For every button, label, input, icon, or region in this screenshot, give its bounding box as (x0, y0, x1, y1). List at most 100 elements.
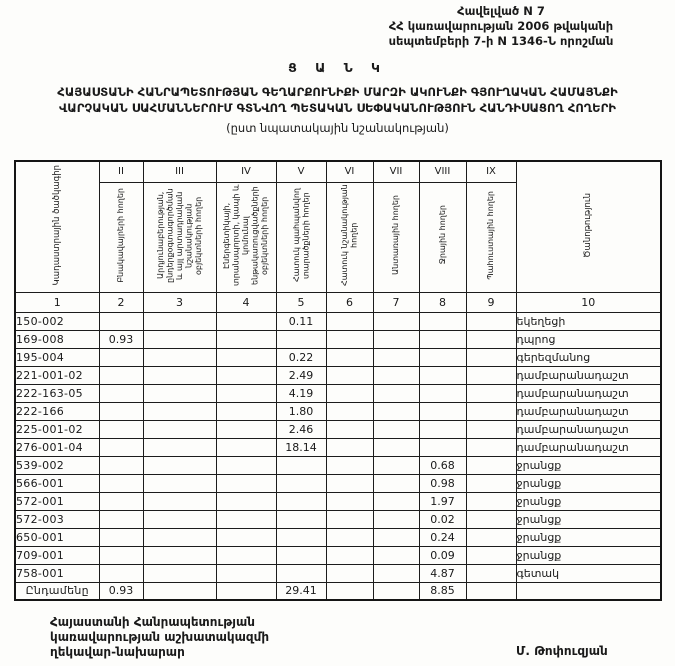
cell-col-8: 4.87 (418, 563, 467, 583)
vertical-label-col-4: Էներգետիկայի, տրանսպորտի, կապի և կոմունա… (222, 184, 270, 286)
column-number-10: 10 (515, 291, 662, 313)
row-note: դամբարանադաշտ (515, 419, 662, 439)
cell-col-4 (215, 491, 277, 511)
row-note: ջրանցք (515, 455, 662, 475)
column-header-remark: Ծանոթություն (515, 160, 662, 293)
footer-office-block: Հայաստանի Հանրապետության կառավարության ա… (50, 615, 269, 660)
cell-col-7 (372, 491, 420, 511)
row-note: ջրանցք (515, 545, 662, 565)
cell-col-8: 8.85 (418, 581, 467, 601)
cell-col-7 (372, 545, 420, 565)
cell-col-5: 1.80 (275, 401, 327, 421)
row-note: ջրանցք (515, 509, 662, 529)
cell-col-8 (418, 419, 467, 439)
cell-col-7 (372, 347, 420, 367)
cell-col-4 (215, 311, 277, 331)
cell-col-5: 0.22 (275, 347, 327, 367)
cell-col-3 (142, 311, 217, 331)
roman-numeral-col-8: VIII (418, 160, 467, 183)
cell-col-5 (275, 329, 327, 349)
row-note: դպրոց (515, 329, 662, 349)
total-label: Ընդամենը (14, 581, 100, 601)
cell-col-9 (465, 419, 517, 439)
cell-col-9 (465, 329, 517, 349)
table-row: 709-001 0.09 ջրանցք (14, 545, 662, 565)
cell-col-2 (98, 509, 144, 529)
cell-col-7 (372, 419, 420, 439)
cell-col-6 (325, 311, 374, 331)
cell-col-7 (372, 527, 420, 547)
row-note: դամբարանադաշտ (515, 401, 662, 421)
vertical-label-col-3: Արդյունաբերության, ընդերքօգտագործման և ա… (155, 187, 203, 283)
cell-col-7 (372, 455, 420, 475)
cell-col-6 (325, 419, 374, 439)
table-row: 572-003 0.02 ջրանցք (14, 509, 662, 529)
cell-col-4 (215, 419, 277, 439)
cell-col-6 (325, 383, 374, 403)
cell-col-7 (372, 563, 420, 583)
column-number-4: 4 (215, 291, 277, 313)
document-title: Ց Ա Ն Կ (288, 60, 387, 75)
cell-col-8: 0.24 (418, 527, 467, 547)
column-number-2: 2 (98, 291, 144, 313)
cell-col-5: 2.49 (275, 365, 327, 385)
roman-numeral-col-7: VII (372, 160, 420, 183)
table-row: 169-008 0.93 դպրոց (14, 329, 662, 349)
cell-col-4 (215, 581, 277, 601)
cell-col-5 (275, 563, 327, 583)
cell-col-4 (215, 509, 277, 529)
cell-col-3 (142, 509, 217, 529)
cell-col-4 (215, 329, 277, 349)
vertical-label-col-2: Բնակավայրերի հողեր (116, 187, 126, 283)
cell-col-2 (98, 311, 144, 331)
column-header-3: Արդյունաբերության, ընդերքօգտագործման և ա… (142, 181, 217, 293)
cell-col-6 (325, 347, 374, 367)
cell-col-5 (275, 455, 327, 475)
row-code: 758-001 (14, 563, 100, 583)
table-row: 195-004 0.22 գերեզմանոց (14, 347, 662, 367)
footer-line-3: ղեկավար-նախարար (50, 645, 185, 659)
vertical-label-col-5: Հատուկ պահպանվող տարածքների հողեր (291, 188, 311, 282)
table-row: 650-001 0.24 ջրանցք (14, 527, 662, 547)
cell-col-2 (98, 383, 144, 403)
appendix-line-3: սեպտեմբերի 7-ի N 1346-Ն որոշման (388, 34, 614, 48)
table-row: 225-001-02 2.46 դամբարանադաշտ (14, 419, 662, 439)
roman-numeral-col-5: V (275, 160, 327, 183)
roman-numeral-col-6: VI (325, 160, 374, 183)
cell-col-3 (142, 563, 217, 583)
vertical-label-cadastral-code: Կադաստրային ծածկագիր (51, 165, 62, 286)
row-note: ջրանցք (515, 491, 662, 511)
cell-col-3 (142, 365, 217, 385)
cell-col-5 (275, 509, 327, 529)
cell-col-6 (325, 509, 374, 529)
vertical-label-remark: Ծանոթություն (582, 192, 593, 258)
row-code: 221-001-02 (14, 365, 100, 385)
column-number-3: 3 (142, 291, 217, 313)
cell-col-4 (215, 455, 277, 475)
vertical-label-col-8: Ջրային հողեր (437, 205, 447, 265)
cell-col-2 (98, 419, 144, 439)
cell-col-3 (142, 545, 217, 565)
cell-col-6 (325, 563, 374, 583)
header-number-row: 1 2 3 4 5 6 7 8 9 10 (14, 291, 662, 313)
table-header: Կադաստրային ծածկագիր II III IV V VI VII VIII IX Ծ… (14, 160, 662, 313)
cell-col-2 (98, 473, 144, 493)
column-header-7: Անտառային հողեր (372, 181, 420, 293)
cell-col-3 (142, 401, 217, 421)
cell-col-9 (465, 527, 517, 547)
column-number-9: 9 (465, 291, 517, 313)
signature-name: Մ. Թոփուզյան (516, 644, 608, 658)
cell-col-9 (465, 473, 517, 493)
cell-col-5: 4.19 (275, 383, 327, 403)
row-code: 539-002 (14, 455, 100, 475)
row-code: 150-002 (14, 311, 100, 331)
column-header-cadastral-code: Կադաստրային ծածկագիր (14, 160, 100, 293)
header-roman-row: Կադաստրային ծածկագիր II III IV V VI VII VIII IX Ծ… (14, 160, 662, 293)
footer-line-1: Հայաստանի Հանրապետության (50, 615, 255, 629)
table-body: 150-002 0.11 եկեղեցի 169-008 0.93 դպրոց 195-00… (14, 311, 662, 601)
cell-col-7 (372, 365, 420, 385)
table-row: 222-166 1.80 դամբարանադաշտ (14, 401, 662, 421)
cell-col-8: 1.97 (418, 491, 467, 511)
cell-col-8 (418, 383, 467, 403)
cell-col-8 (418, 401, 467, 421)
